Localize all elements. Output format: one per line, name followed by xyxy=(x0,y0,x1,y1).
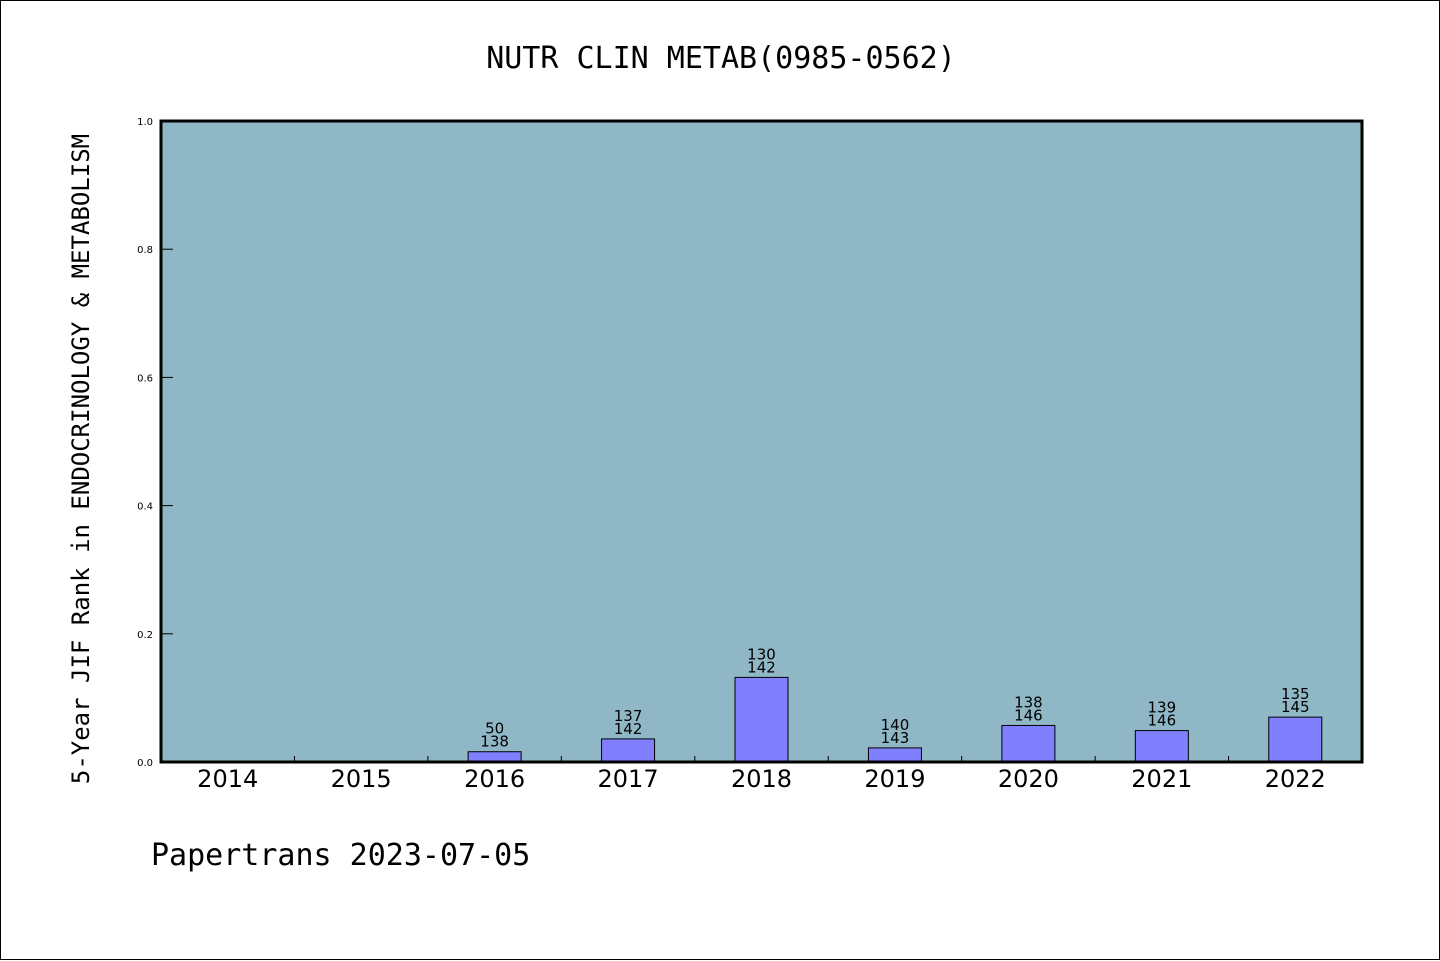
bar-rank-label: 138 xyxy=(1014,693,1043,711)
bar-total-label: 145 xyxy=(1281,698,1310,716)
y-tick-label: 1.0 xyxy=(137,117,153,128)
y-tick-label: 0.4 xyxy=(137,502,153,513)
bar-total-label: 146 xyxy=(1148,712,1177,730)
x-tick-label: 2018 xyxy=(731,765,792,793)
bar-total-label: 138 xyxy=(480,733,509,751)
bar-total-label: 146 xyxy=(1014,706,1043,724)
bar-rank-label: 137 xyxy=(614,707,643,725)
x-tick-label: 2015 xyxy=(331,765,392,793)
bar-2020 xyxy=(1001,724,1056,763)
bar-2018 xyxy=(734,676,789,763)
footer-text: Papertrans 2023-07-05 xyxy=(151,838,530,873)
x-tick-label: 2017 xyxy=(598,765,659,793)
chart-title: NUTR CLIN METAB(0985-0562) xyxy=(486,41,956,76)
bar-rank-label: 130 xyxy=(747,645,776,663)
bar-rank-label: 140 xyxy=(881,716,910,734)
x-tick-label: 2014 xyxy=(197,765,258,793)
y-axis-label: 5-Year JIF Rank in ENDOCRINOLOGY & METAB… xyxy=(67,134,95,784)
x-tick-label: 2021 xyxy=(1131,765,1192,793)
bars xyxy=(467,676,1323,763)
x-tick-label: 2020 xyxy=(998,765,1059,793)
bar-2017 xyxy=(601,738,656,763)
bar-2019 xyxy=(867,747,922,763)
bar-rank-label: 50 xyxy=(485,720,504,738)
x-tick-label: 2016 xyxy=(464,765,525,793)
x-tick-label: 2022 xyxy=(1265,765,1326,793)
bar-2021 xyxy=(1134,730,1189,763)
bar-total-label: 143 xyxy=(881,729,910,747)
y-tick-label: 0.6 xyxy=(137,373,153,384)
bar-2016 xyxy=(467,751,522,763)
y-tick-label: 0.0 xyxy=(137,758,153,769)
bar-total-label: 142 xyxy=(747,658,776,676)
x-tick-label: 2019 xyxy=(864,765,925,793)
bar-rank-label: 139 xyxy=(1148,699,1177,717)
plot-frame xyxy=(159,119,1364,764)
x-axis-ticks: 2014 2015 2016 2017 2018 2019 2020 2021 2022 xyxy=(197,756,1326,793)
y-tick-label: 0.8 xyxy=(137,245,153,256)
bar-rank-label: 135 xyxy=(1281,685,1310,703)
plot-area xyxy=(161,121,1362,762)
bar-total-label: 142 xyxy=(614,720,643,738)
bar-2022 xyxy=(1268,716,1323,763)
y-tick-label: 0.2 xyxy=(137,630,153,641)
